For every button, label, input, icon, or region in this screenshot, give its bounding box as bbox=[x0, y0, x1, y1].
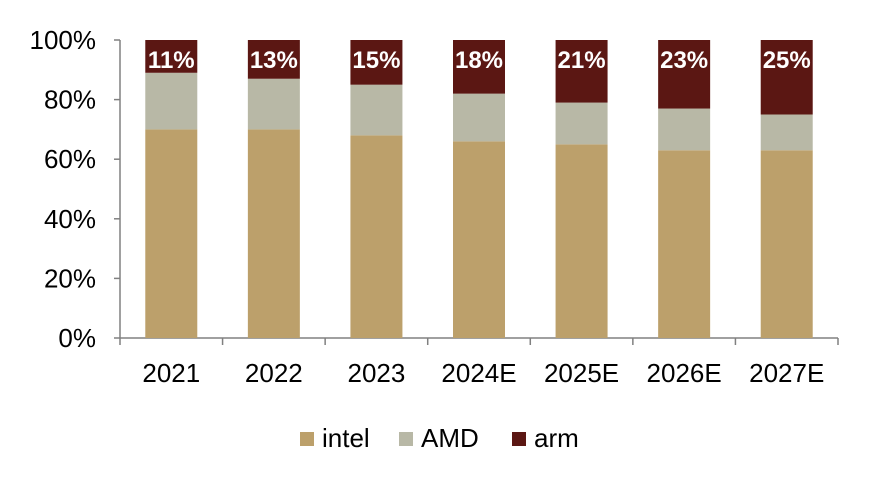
bar-segment-intel bbox=[453, 141, 505, 338]
bar-segment-arm bbox=[760, 40, 813, 115]
legend-swatch-arm bbox=[512, 432, 526, 446]
x-tick-label: 2021 bbox=[142, 358, 200, 388]
bar-segment-amd bbox=[453, 93, 505, 142]
x-tick-label: 2022 bbox=[245, 358, 303, 388]
bar-segment-arm bbox=[453, 40, 505, 94]
bar-segment-amd bbox=[760, 114, 813, 151]
data-label: 21% bbox=[558, 47, 606, 74]
legend-label: intel bbox=[322, 423, 370, 453]
bar-segment-amd bbox=[145, 72, 198, 130]
y-axis: 0% 20% 40% 60% 80% 100% bbox=[30, 25, 121, 353]
x-tick-label: 2026E bbox=[647, 358, 722, 388]
legend-label: arm bbox=[534, 423, 579, 453]
legend-label: AMD bbox=[421, 423, 479, 453]
bar-segment-intel bbox=[350, 135, 403, 338]
y-tick-label: 100% bbox=[30, 25, 97, 55]
legend-swatch-intel bbox=[300, 432, 314, 446]
data-label: 18% bbox=[455, 47, 503, 74]
legend: intel AMD arm bbox=[300, 423, 579, 453]
x-tick-label: 2023 bbox=[348, 358, 406, 388]
y-tick-label: 20% bbox=[44, 263, 96, 293]
y-tick-label: 40% bbox=[44, 204, 96, 234]
bar-segment-arm bbox=[658, 40, 711, 109]
bar-segment-amd bbox=[658, 108, 711, 151]
y-tick-label: 60% bbox=[44, 144, 96, 174]
data-label: 23% bbox=[660, 47, 708, 74]
bar-segment-arm bbox=[145, 40, 198, 73]
data-label: 11% bbox=[148, 47, 195, 74]
x-tick-label: 2025E bbox=[544, 358, 619, 388]
data-label: 15% bbox=[352, 47, 400, 74]
bar-segment-arm bbox=[350, 40, 403, 85]
y-tick-label: 80% bbox=[44, 85, 96, 115]
bar-segment-intel bbox=[658, 150, 711, 338]
bar-segment-amd bbox=[247, 78, 300, 130]
bar-segment-intel bbox=[555, 144, 608, 338]
bar-segment-amd bbox=[555, 102, 608, 145]
bar-segment-intel bbox=[760, 150, 813, 338]
bar-segment-intel bbox=[145, 129, 198, 338]
bar-segment-intel bbox=[247, 129, 300, 338]
data-labels: 11% 13% 15% 18% 21% 23% 25% bbox=[148, 47, 811, 74]
x-tick-label: 2024E bbox=[441, 358, 516, 388]
bar-segment-arm bbox=[247, 40, 300, 79]
data-label: 13% bbox=[250, 47, 298, 74]
x-axis: 2021 2022 2023 2024E 2025E 2026E 2027E bbox=[119, 337, 839, 388]
x-tick-label: 2027E bbox=[749, 358, 824, 388]
bar-segment-amd bbox=[350, 84, 403, 136]
bar-stacks bbox=[145, 40, 813, 338]
bar-segment-arm bbox=[555, 40, 608, 103]
data-label: 25% bbox=[763, 47, 811, 74]
legend-swatch-amd bbox=[399, 432, 413, 446]
y-tick-label: 0% bbox=[58, 323, 96, 353]
